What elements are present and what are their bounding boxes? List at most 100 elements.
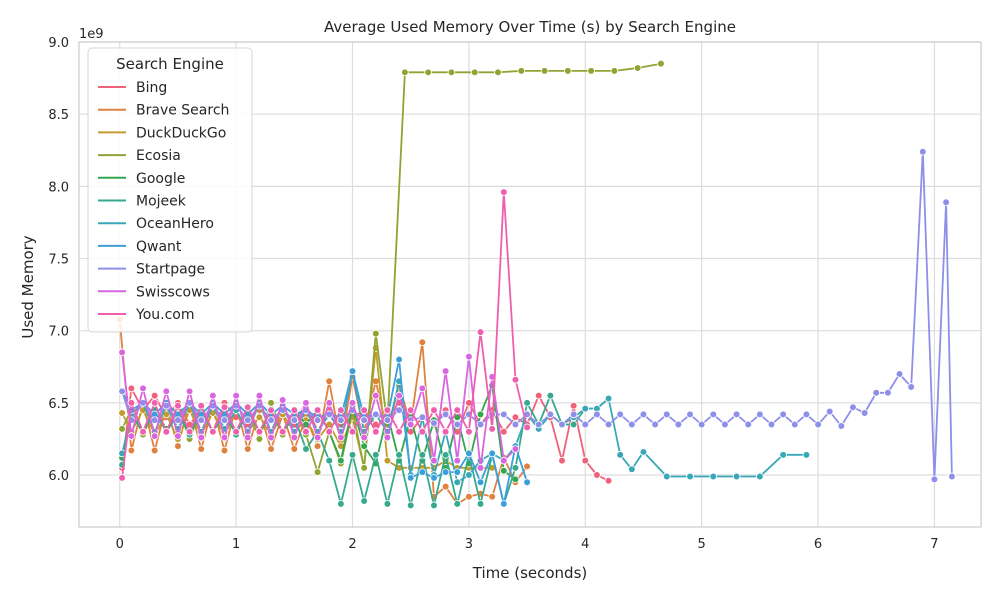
data-point-swisscows [243,433,252,442]
data-point-mojeek [476,500,485,508]
data-point-qwant [500,500,508,508]
data-point-mojeek [348,451,357,459]
data-point-you-com [465,427,473,436]
series-you-com [118,188,531,482]
y-tick-label: 6.5 [48,397,69,412]
data-point-brave-search [290,445,299,453]
data-point-you-com [127,399,136,407]
data-point-swisscows [395,391,403,400]
data-point-you-com [395,427,403,436]
data-point-startpage [756,410,764,419]
data-point-you-com [523,423,531,432]
data-point-brave-search [220,446,229,455]
data-point-oceanhero [709,472,718,481]
legend-box [87,47,253,333]
legend-label: Brave Search [136,103,229,119]
data-point-startpage [686,410,694,419]
data-point-swisscows [139,384,147,393]
data-point-swisscows [476,464,485,472]
legend-item-startpage: Startpage [98,262,205,278]
data-point-startpage [511,420,520,429]
data-point-qwant [441,468,450,476]
legend-item-oceanhero: OceanHero [98,216,214,232]
data-point-oceanhero [616,451,624,459]
data-point-startpage [267,416,275,424]
data-point-you-com [313,406,322,414]
data-point-oceanhero [581,404,590,413]
data-point-startpage [907,383,915,391]
series-swisscows [118,348,520,472]
x-tick-label: 5 [698,537,706,552]
data-point-startpage [290,416,299,424]
data-point-mojeek [406,501,415,510]
legend-items: Bing Brave Search DuckDuckGo Ecosia Google Mo… [98,80,229,323]
data-point-swisscows [185,387,194,396]
data-point-startpage [744,420,753,429]
data-point-mojeek [430,501,438,510]
data-point-mojeek [395,451,403,459]
y-tick-label: 9.0 [48,36,69,51]
data-point-swisscows [337,433,345,442]
data-point-startpage [546,410,555,419]
data-point-swisscows [255,391,264,400]
data-point-oceanhero [779,451,787,459]
data-point-startpage [662,410,671,419]
data-point-startpage [628,420,636,429]
data-point-you-com [162,427,171,436]
y-tick-label: 8.5 [48,108,69,123]
data-point-startpage [593,410,601,419]
data-point-you-com [139,427,147,436]
data-point-startpage [709,410,718,419]
data-point-swisscows [174,432,182,440]
data-point-swisscows [197,433,206,442]
chart-title: Average Used Memory Over Time (s) by Sea… [324,18,736,36]
data-point-startpage [313,416,322,424]
data-point-you-com [488,425,496,433]
data-point-startpage [360,416,368,424]
data-point-swisscows [278,396,287,404]
data-point-startpage [790,420,799,429]
data-point-startpage [453,420,462,429]
data-point-oceanhero [453,478,462,487]
data-point-brave-search [523,462,531,471]
data-point-google [337,456,345,465]
data-point-startpage [895,370,904,378]
data-point-startpage [825,407,834,416]
data-point-ecosia [610,67,619,75]
data-point-startpage [930,475,939,484]
data-point-ecosia [564,67,572,75]
x-axis-label: Time (seconds) [472,564,588,582]
data-point-oceanhero [639,448,648,456]
data-point-ecosia [633,64,642,72]
legend: Search Engine Bing Brave Search DuckDuckGo… [87,47,253,333]
data-point-swisscows [383,433,392,442]
data-point-ecosia [424,68,432,77]
data-point-swisscows [406,420,415,429]
data-point-bing [558,456,566,465]
data-point-oceanhero [604,394,613,403]
data-point-startpage [337,416,345,424]
data-point-swisscows [430,456,438,465]
x-tick-label: 4 [581,537,589,552]
data-point-bing [534,391,543,400]
x-tick-label: 7 [930,537,938,552]
legend-label: Swisscows [136,284,210,300]
data-point-startpage [674,420,683,429]
data-point-swisscows [360,433,368,442]
x-tick-label: 6 [814,537,822,552]
data-point-startpage [919,147,927,156]
y-tick-label: 8.0 [48,180,69,195]
data-point-brave-search [488,492,496,501]
data-point-mojeek [325,456,334,465]
legend-item-brave-search: Brave Search [98,103,229,119]
data-point-you-com [174,401,182,410]
data-point-startpage [860,409,869,417]
legend-title: Search Engine [116,55,224,73]
legend-label: Qwant [136,239,182,255]
data-point-mojeek [302,445,310,453]
data-point-startpage [581,420,590,429]
legend-item-duckduckgo: DuckDuckGo [98,125,226,141]
data-point-startpage [441,410,450,419]
data-point-qwant [523,478,531,487]
data-point-bing [127,384,136,393]
